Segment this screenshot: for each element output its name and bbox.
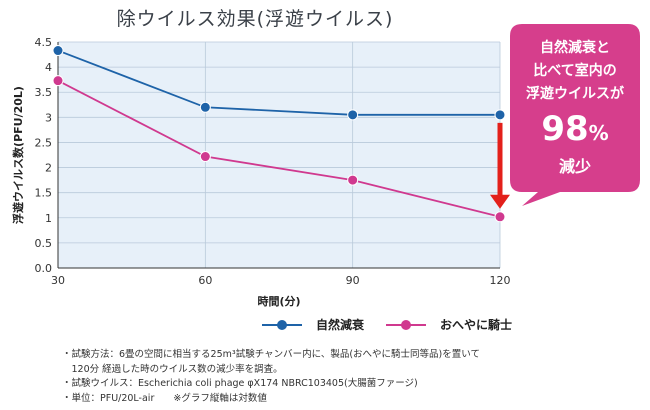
series-line-1: [57, 79, 501, 218]
y-tick-label: 0.5: [35, 237, 53, 250]
legend-label-product: おへやに騎士: [440, 318, 513, 332]
x-ticks: 30 60 90 120: [51, 274, 511, 287]
series-layer: [52, 45, 506, 223]
legend-marker-product: [401, 319, 412, 330]
note-line: ・単位：PFU/20L-air ※グラフ縦軸は対数値: [62, 392, 267, 404]
legend-item-product: おへやに騎士: [386, 316, 512, 333]
y-tick-label: 3: [45, 111, 52, 124]
bubble-percent-unit: %: [589, 121, 609, 145]
legend: 自然減衰 おへやに騎士: [262, 316, 534, 333]
legend-swatch-natural: [262, 319, 302, 331]
y-axis-title: 浮遊ウイルス数(PFU/20L): [11, 86, 25, 224]
data-point-0: [494, 109, 506, 121]
data-point-1: [494, 211, 506, 223]
bubble-percent: 98%: [541, 109, 608, 149]
test-notes: ・試験方法：6畳の空間に相当する25m³試験チャンバー内に、製品(おへやに騎士同…: [62, 348, 480, 406]
bubble-shape: [510, 24, 640, 206]
x-tick-label: 90: [346, 274, 360, 287]
data-point-1: [199, 151, 211, 163]
reduction-bubble: 自然減衰と 比べて室内の 浮遊ウイルスが 98% 減少: [510, 24, 640, 206]
note-line: ・試験方法：6畳の空間に相当する25m³試験チャンバー内に、製品(おへやに騎士同…: [62, 349, 480, 360]
y-tick-label: 0.0: [35, 262, 53, 275]
legend-swatch-product: [386, 319, 427, 331]
x-tick-label: 30: [51, 274, 65, 287]
y-tick-label: 3.5: [35, 86, 53, 99]
data-point-0: [347, 109, 359, 121]
y-tick-label: 1.5: [35, 187, 53, 200]
reduction-arrow: [490, 122, 510, 209]
y-tick-label: 2.5: [35, 136, 53, 149]
y-tick-label: 1: [45, 212, 52, 225]
chart-title: 除ウイルス効果(浮遊ウイルス): [116, 8, 394, 30]
x-tick-label: 120: [490, 274, 511, 287]
bubble-line-2: 比べて室内の: [533, 62, 616, 79]
y-tick-label: 4.5: [35, 36, 53, 49]
data-point-1: [347, 174, 359, 186]
legend-item-natural: 自然減衰: [262, 316, 364, 333]
bubble-percent-value: 98: [541, 109, 588, 149]
x-tick-label: 60: [198, 274, 212, 287]
data-point-0: [52, 45, 64, 57]
legend-marker-natural: [277, 319, 287, 330]
bubble-line-1: 自然減衰と: [540, 39, 610, 56]
note-line: ・試験ウイルス：Escherichia coli phage φX174 NBR…: [62, 378, 418, 389]
arrow-head: [490, 194, 510, 209]
data-point-0: [199, 101, 211, 113]
y-tick-label: 4: [45, 61, 52, 74]
note-line: 120分 経過した時のウイルス数の減少率を調査。: [62, 363, 283, 375]
y-tick-label: 2: [45, 162, 52, 175]
series-line-0: [57, 49, 500, 116]
y-ticks: 0.0 0.5 1 1.5 2 2.5 3 3.5 4 4.5: [35, 36, 53, 275]
data-point-1: [52, 75, 64, 87]
bubble-line-3: 浮遊ウイルスが: [526, 85, 625, 102]
x-axis-title: 時間(分): [257, 294, 300, 308]
bubble-tail: 減少: [559, 157, 591, 176]
legend-label-natural: 自然減衰: [316, 318, 365, 332]
